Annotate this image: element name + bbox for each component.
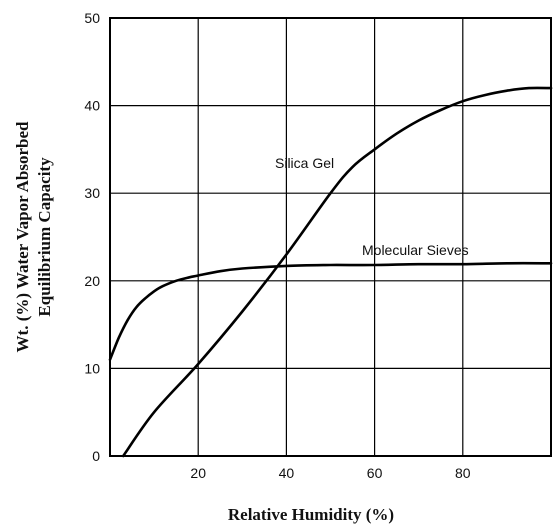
- series-lines: [108, 86, 553, 458]
- y-tick-label: 0: [92, 448, 100, 464]
- x-tick-label: 80: [455, 465, 471, 481]
- y-axis-title-line1: Wt. (%) Water Vapor Absorbed: [13, 121, 32, 352]
- tick-labels: 20 40 60 80 0 10 20 30 40 50: [84, 10, 470, 481]
- y-axis-title-line2: Equilibrium Capacity: [35, 157, 54, 317]
- y-tick-label: 10: [84, 360, 100, 376]
- x-tick-label: 40: [279, 465, 295, 481]
- series-line-molecular-sieves: [108, 261, 553, 361]
- x-axis-title: Relative Humidity (%): [228, 505, 394, 524]
- y-tick-label: 30: [84, 185, 100, 201]
- plot-frame: [109, 17, 552, 457]
- series-line-silica-gel: [121, 86, 553, 458]
- grid-lines: [110, 18, 551, 456]
- y-tick-label: 40: [84, 98, 100, 114]
- series-label-silica-gel: Silica Gel: [275, 155, 334, 171]
- y-tick-label: 50: [84, 10, 100, 26]
- y-tick-label: 20: [84, 273, 100, 289]
- x-tick-label: 60: [367, 465, 383, 481]
- x-tick-label: 20: [190, 465, 206, 481]
- series-label-molecular-sieves: Molecular Sieves: [362, 242, 469, 258]
